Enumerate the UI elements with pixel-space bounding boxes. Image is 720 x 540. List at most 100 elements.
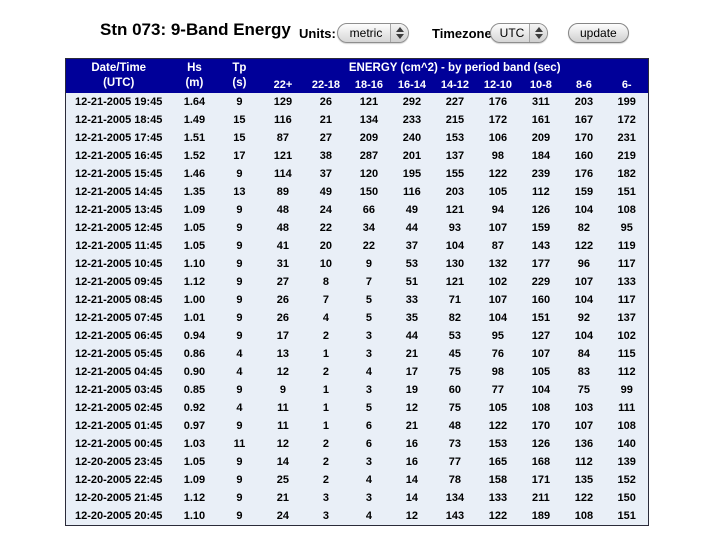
energy-value-cell: 8: [304, 273, 348, 291]
energy-value-cell: 38: [304, 147, 348, 165]
table-row: 12-20-2005 20:45 1.10 9 24 3 4 12 143 122 189 108 1…: [65, 507, 649, 526]
tp-cell: 9: [217, 381, 262, 399]
table-row: 12-21-2005 08:45 1.00 9 26 7 5 33 71 107 160 104 11…: [65, 291, 649, 309]
datetime-cell: 12-20-2005 22:45: [65, 471, 172, 489]
energy-value-cell: 19: [390, 381, 434, 399]
timezone-select[interactable]: UTC: [490, 23, 548, 43]
tp-cell: 9: [217, 201, 262, 219]
energy-value-cell: 155: [433, 165, 477, 183]
energy-value-cell: 121: [347, 93, 391, 111]
energy-value-cell: 102: [476, 273, 520, 291]
table-row: 12-21-2005 16:45 1.52 17 121 38 287 201 137 98 18…: [65, 147, 649, 165]
table-row: 12-21-2005 18:45 1.49 15 116 21 134 233 215 172 1…: [65, 111, 649, 129]
table-row: 12-21-2005 14:45 1.35 13 89 49 150 116 203 105 11…: [65, 183, 649, 201]
energy-value-cell: 240: [390, 129, 434, 147]
table-row: 12-21-2005 15:45 1.46 9 114 37 120 195 155 122 23…: [65, 165, 649, 183]
datetime-cell: 12-21-2005 00:45: [65, 435, 172, 453]
energy-value-cell: 172: [605, 111, 649, 129]
energy-value-cell: 150: [605, 489, 649, 507]
datetime-cell: 12-21-2005 11:45: [65, 237, 172, 255]
energy-value-cell: 104: [476, 309, 520, 327]
energy-value-cell: 14: [261, 453, 305, 471]
energy-value-cell: 82: [433, 309, 477, 327]
energy-value-cell: 37: [304, 165, 348, 183]
energy-value-cell: 9: [261, 381, 305, 399]
energy-value-cell: 177: [519, 255, 563, 273]
energy-value-cell: 107: [476, 291, 520, 309]
col-header-band: 12-10: [476, 76, 520, 93]
energy-value-cell: 172: [476, 111, 520, 129]
energy-value-cell: 1: [304, 345, 348, 363]
energy-value-cell: 171: [519, 471, 563, 489]
energy-value-cell: 153: [476, 435, 520, 453]
energy-value-cell: 227: [433, 93, 477, 111]
hs-cell: 1.12: [171, 273, 218, 291]
datetime-cell: 12-21-2005 04:45: [65, 363, 172, 381]
tp-cell: 9: [217, 507, 262, 526]
table-row: 12-21-2005 11:45 1.05 9 41 20 22 37 104 87 143 122…: [65, 237, 649, 255]
energy-value-cell: 16: [390, 453, 434, 471]
energy-value-cell: 3: [347, 327, 391, 345]
energy-value-cell: 229: [519, 273, 563, 291]
energy-value-cell: 121: [261, 147, 305, 165]
datetime-cell: 12-21-2005 15:45: [65, 165, 172, 183]
table-row: 12-21-2005 10:45 1.10 9 31 10 9 53 130 132 177 96 1…: [65, 255, 649, 273]
datetime-cell: 12-21-2005 16:45: [65, 147, 172, 165]
energy-value-cell: 31: [261, 255, 305, 273]
energy-value-cell: 34: [347, 219, 391, 237]
datetime-cell: 12-21-2005 03:45: [65, 381, 172, 399]
energy-value-cell: 22: [347, 237, 391, 255]
table-body: 12-21-2005 19:45 1.64 9 129 26 121 292 227 176 31…: [65, 93, 649, 526]
energy-value-cell: 139: [605, 453, 649, 471]
energy-value-cell: 107: [562, 273, 606, 291]
energy-value-cell: 114: [261, 165, 305, 183]
energy-value-cell: 83: [562, 363, 606, 381]
col-header-datetime: Date/Time (UTC): [65, 58, 172, 93]
update-button[interactable]: update: [568, 23, 629, 43]
energy-value-cell: 5: [347, 399, 391, 417]
energy-value-cell: 5: [347, 309, 391, 327]
energy-value-cell: 167: [562, 111, 606, 129]
energy-value-cell: 75: [433, 399, 477, 417]
energy-value-cell: 93: [433, 219, 477, 237]
units-select[interactable]: metric: [337, 23, 409, 43]
energy-value-cell: 112: [562, 453, 606, 471]
energy-value-cell: 71: [433, 291, 477, 309]
energy-value-cell: 60: [433, 381, 477, 399]
energy-value-cell: 21: [390, 345, 434, 363]
energy-value-cell: 112: [605, 363, 649, 381]
table-row: 12-21-2005 02:45 0.92 4 11 1 5 12 75 105 108 103 11…: [65, 399, 649, 417]
energy-value-cell: 137: [433, 147, 477, 165]
energy-value-cell: 98: [476, 363, 520, 381]
tp-cell: 4: [217, 345, 262, 363]
energy-value-cell: 122: [476, 165, 520, 183]
energy-value-cell: 49: [390, 201, 434, 219]
energy-value-cell: 37: [390, 237, 434, 255]
tp-cell: 9: [217, 93, 262, 111]
col-header-band: 22-18: [304, 76, 348, 93]
energy-value-cell: 195: [390, 165, 434, 183]
datetime-cell: 12-21-2005 01:45: [65, 417, 172, 435]
hs-cell: 1.10: [171, 255, 218, 273]
energy-value-cell: 137: [605, 309, 649, 327]
hs-cell: 1.12: [171, 489, 218, 507]
tp-cell: 13: [217, 183, 262, 201]
tp-cell: 9: [217, 165, 262, 183]
energy-value-cell: 53: [433, 327, 477, 345]
table-header: Date/Time (UTC) Hs (m) Tp (s) ENERGY (cm…: [65, 58, 649, 93]
energy-value-cell: 96: [562, 255, 606, 273]
tp-header-line2: (s): [232, 77, 247, 89]
energy-value-cell: 104: [433, 237, 477, 255]
energy-value-cell: 2: [304, 435, 348, 453]
energy-value-cell: 49: [304, 183, 348, 201]
datetime-cell: 12-21-2005 02:45: [65, 399, 172, 417]
energy-value-cell: 2: [304, 327, 348, 345]
datetime-cell: 12-21-2005 10:45: [65, 255, 172, 273]
energy-value-cell: 11: [261, 417, 305, 435]
energy-value-cell: 104: [562, 291, 606, 309]
energy-value-cell: 89: [261, 183, 305, 201]
energy-value-cell: 140: [605, 435, 649, 453]
energy-value-cell: 108: [519, 399, 563, 417]
tp-cell: 17: [217, 147, 262, 165]
datetime-header-line1: Date/Time: [91, 62, 147, 74]
